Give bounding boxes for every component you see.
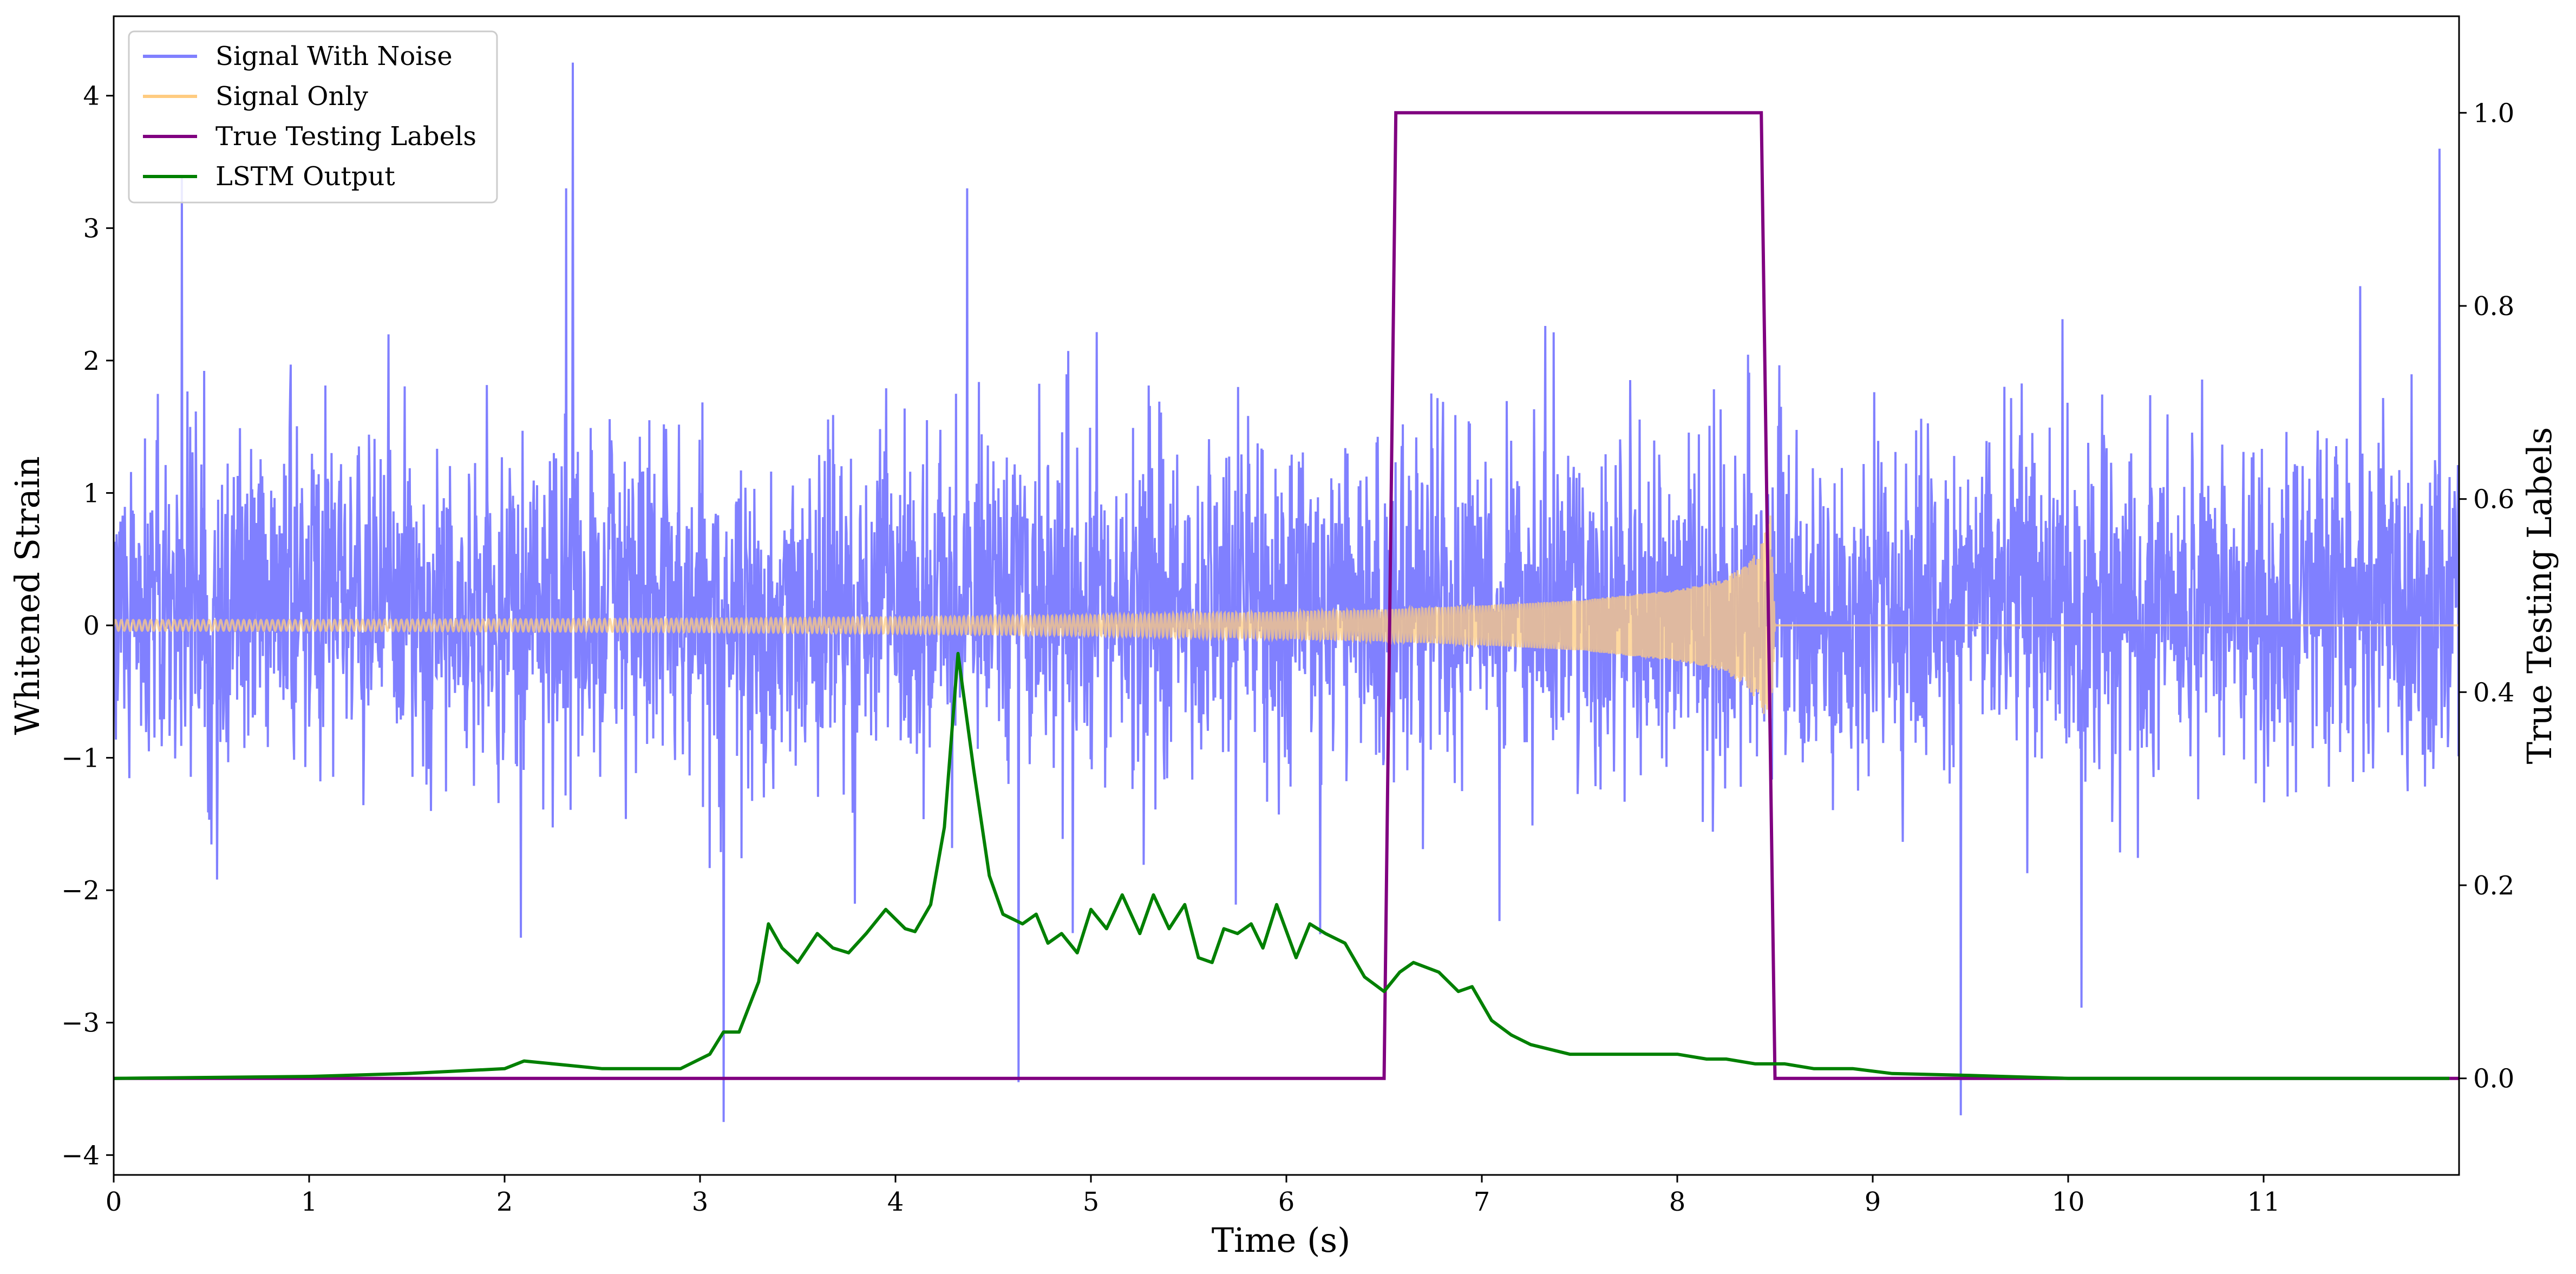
y2-tick-label: 0.8 <box>2473 291 2514 322</box>
x-tick-label: 7 <box>1474 1187 1490 1217</box>
series-true-testing-labels <box>114 111 2459 1080</box>
x-tick-label: 9 <box>1865 1187 1881 1217</box>
series-layer <box>114 62 2459 1122</box>
legend: Signal With Noise Signal Only True Testing… <box>128 30 498 204</box>
x-tick-label: 0 <box>106 1187 122 1217</box>
y-tick-label: −4 <box>61 1140 100 1171</box>
y-tick-label: 3 <box>83 213 100 244</box>
legend-entry: Signal Only <box>215 81 368 112</box>
y-axis-right: 0.0 0.2 0.4 0.6 0.8 1.0 <box>2459 98 2514 1094</box>
x-axis: 0 1 2 3 4 5 6 7 8 9 10 11 <box>106 1175 2280 1217</box>
y-tick-label: 1 <box>83 478 100 508</box>
legend-box <box>128 30 498 204</box>
legend-entry: LSTM Output <box>215 161 395 192</box>
y2-tick-label: 0.4 <box>2473 677 2514 708</box>
x-tick-label: 3 <box>692 1187 709 1217</box>
legend-entry: Signal With Noise <box>215 41 453 71</box>
x-tick-label: 2 <box>496 1187 513 1217</box>
y-tick-label: −1 <box>61 743 100 774</box>
y2-axis-label: True Testing Labels <box>2520 427 2559 765</box>
x-tick-label: 1 <box>301 1187 318 1217</box>
x-tick-label: 5 <box>1083 1187 1100 1217</box>
x-tick-label: 6 <box>1278 1187 1295 1217</box>
y-tick-label: 2 <box>83 346 100 376</box>
y2-tick-label: 0.2 <box>2473 871 2514 901</box>
series-lstm-output <box>114 652 2449 1080</box>
y-axis-left: −4 −3 −2 −1 0 1 2 3 4 <box>61 81 114 1171</box>
y-tick-label: 0 <box>83 611 100 641</box>
series-signal-only <box>114 515 2459 723</box>
y-tick-label: 4 <box>83 81 100 112</box>
legend-entry: True Testing Labels <box>215 121 476 152</box>
y2-tick-label: 1.0 <box>2473 98 2514 128</box>
y-tick-label: −3 <box>61 1008 100 1038</box>
x-tick-label: 4 <box>887 1187 904 1217</box>
y2-tick-label: 0.6 <box>2473 485 2514 515</box>
y-tick-label: −2 <box>61 876 100 906</box>
x-tick-label: 10 <box>2051 1187 2084 1217</box>
x-tick-label: 11 <box>2247 1187 2280 1217</box>
x-axis-label: Time (s) <box>1212 1220 1351 1260</box>
y-axis-label: Whitened Strain <box>8 456 47 735</box>
y2-tick-label: 0.0 <box>2473 1064 2514 1094</box>
x-tick-label: 8 <box>1669 1187 1686 1217</box>
